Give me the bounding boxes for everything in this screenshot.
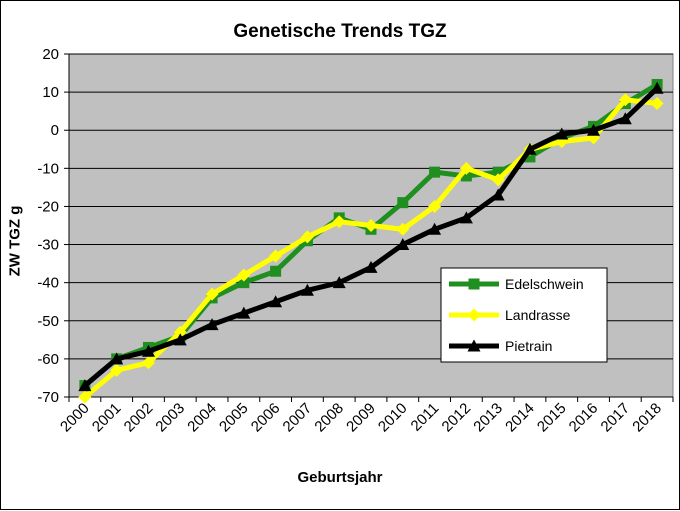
y-tick-label: 20 — [42, 46, 59, 63]
data-point-pietrain — [141, 344, 155, 357]
x-tick-label: 2004 — [184, 400, 220, 436]
data-point-landrasse — [110, 363, 124, 377]
data-point-edelschwein — [492, 166, 504, 178]
data-point-edelschwein — [429, 166, 441, 178]
data-point-edelschwein — [524, 151, 536, 163]
y-tick-label: 10 — [42, 84, 59, 101]
x-tick-label: 2000 — [57, 400, 93, 436]
legend-marker-edelschwein — [468, 278, 480, 290]
data-point-pietrain — [269, 295, 283, 308]
data-point-pietrain — [332, 276, 346, 289]
y-tick-label: -60 — [37, 351, 59, 368]
x-tick-label: 2017 — [598, 400, 634, 436]
x-tick-label: 2009 — [343, 400, 379, 436]
data-point-edelschwein — [238, 277, 250, 289]
data-point-landrasse — [300, 230, 314, 244]
data-point-pietrain — [523, 142, 537, 155]
y-tick-label: -40 — [37, 275, 59, 292]
legend-marker-landrasse — [467, 308, 481, 322]
chart-title: Genetische Trends TGZ — [233, 21, 447, 42]
data-point-pietrain — [110, 352, 124, 365]
legend-label-pietrain: Pietrain — [505, 338, 552, 354]
data-point-landrasse — [205, 287, 219, 301]
data-point-pietrain — [555, 127, 569, 140]
y-tick-label: -30 — [37, 237, 59, 254]
data-point-landrasse — [459, 161, 473, 175]
x-tick-label: 2011 — [408, 400, 443, 435]
data-point-landrasse — [650, 97, 664, 111]
data-point-pietrain — [459, 211, 473, 224]
legend-label-edelschwein: Edelschwein — [505, 276, 584, 292]
legend-marker-pietrain — [467, 339, 481, 352]
data-point-edelschwein — [270, 265, 282, 277]
x-tick-label: 2010 — [375, 400, 411, 436]
data-point-pietrain — [205, 318, 219, 331]
y-tick-label: -20 — [37, 198, 59, 215]
data-point-pietrain — [78, 379, 92, 392]
data-point-pietrain — [587, 123, 601, 136]
x-tick-label: 2001 — [89, 400, 125, 436]
legend-label-landrasse: Landrasse — [505, 307, 571, 323]
data-point-pietrain — [650, 81, 664, 94]
data-point-pietrain — [396, 238, 410, 251]
x-tick-label: 2018 — [629, 400, 665, 436]
x-tick-label: 2012 — [439, 400, 475, 436]
data-point-landrasse — [141, 356, 155, 370]
data-point-pietrain — [364, 260, 378, 273]
y-tick-label: -10 — [37, 160, 59, 177]
x-tick-label: 2013 — [470, 400, 506, 436]
data-point-landrasse — [78, 390, 92, 404]
x-tick-label: 2008 — [311, 400, 347, 436]
data-point-pietrain — [300, 283, 314, 296]
x-tick-label: 2014 — [502, 400, 538, 436]
data-point-landrasse — [237, 268, 251, 282]
data-point-landrasse — [618, 93, 632, 107]
x-tick-label: 2016 — [566, 400, 602, 436]
data-point-landrasse — [173, 325, 187, 339]
y-tick-label: -50 — [37, 313, 59, 330]
data-point-landrasse — [332, 215, 346, 229]
data-point-edelschwein — [397, 197, 409, 209]
data-point-pietrain — [428, 222, 442, 235]
data-point-landrasse — [364, 219, 378, 232]
x-axis-title: Geburtsjahr — [297, 469, 383, 486]
data-point-pietrain — [237, 306, 251, 319]
data-point-pietrain — [491, 188, 505, 201]
x-tick-label: 2003 — [152, 400, 188, 436]
data-point-landrasse — [396, 222, 410, 236]
x-tick-label: 2002 — [121, 400, 157, 436]
x-tick-label: 2005 — [216, 400, 252, 436]
y-tick-label: 0 — [51, 122, 59, 139]
y-tick-label: -70 — [37, 389, 59, 406]
x-tick-label: 2006 — [248, 400, 284, 436]
data-point-pietrain — [618, 112, 632, 125]
data-point-pietrain — [173, 333, 187, 346]
x-tick-label: 2015 — [534, 400, 570, 436]
data-point-edelschwein — [460, 170, 472, 182]
data-point-landrasse — [491, 173, 505, 187]
x-tick-label: 2007 — [280, 400, 316, 436]
data-point-landrasse — [269, 249, 283, 263]
data-point-landrasse — [428, 199, 442, 213]
